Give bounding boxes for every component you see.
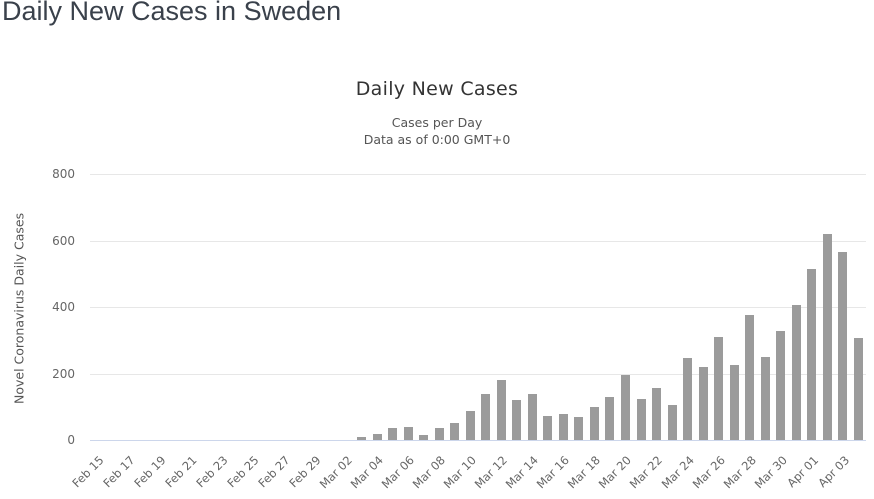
x-tick-label: Mar 12	[472, 453, 511, 492]
bar-mar-29[interactable]	[760, 356, 770, 440]
x-tick-label: Mar 06	[378, 453, 418, 492]
bar-mar-16[interactable]	[558, 413, 568, 440]
y-tick-label: 400	[52, 300, 75, 314]
bar-mar-14[interactable]	[527, 393, 537, 440]
x-tick-label: Mar 16	[534, 453, 573, 492]
x-tick-label: Mar 20	[596, 453, 635, 492]
bar-apr-01[interactable]	[807, 269, 817, 440]
bar-mar-12[interactable]	[496, 379, 506, 440]
bar-mar-15[interactable]	[543, 415, 553, 440]
x-tick-label: Mar 24	[658, 453, 697, 492]
bar-mar-11[interactable]	[481, 393, 491, 440]
bar-mar-28[interactable]	[745, 314, 755, 440]
gridline	[90, 240, 866, 242]
x-axis-line	[90, 440, 866, 441]
x-tick-label: Feb 23	[193, 453, 231, 491]
x-tick-label: Apr 03	[814, 453, 852, 490]
bar-mar-26[interactable]	[714, 336, 724, 440]
chart-subtitle-cases-per-day: Cases per Day	[391, 115, 483, 130]
x-tick-label: Mar 04	[347, 453, 387, 492]
daily-new-cases-chart: Daily New Cases Cases per Day Data as of…	[0, 60, 874, 499]
chart-title: Daily New Cases	[355, 78, 519, 100]
x-tick-label: Mar 22	[627, 453, 666, 492]
y-tick-label: 600	[52, 233, 75, 248]
x-tick-label: Mar 10	[441, 453, 480, 492]
x-tick-label: Mar 08	[409, 453, 449, 492]
x-tick-label: Feb 25	[224, 453, 262, 491]
bar-mar-23[interactable]	[667, 404, 677, 440]
bar-mar-20[interactable]	[620, 375, 630, 440]
bar-mar-19[interactable]	[605, 397, 615, 440]
x-tick-label: Feb 29	[286, 453, 324, 491]
x-tick-label: Apr 01	[783, 453, 821, 490]
bar-mar-27[interactable]	[729, 365, 739, 440]
bar-apr-03[interactable]	[838, 252, 848, 440]
x-tick-label: Feb 17	[100, 453, 138, 491]
x-tick-label: Mar 18	[565, 453, 604, 492]
gridline	[90, 174, 866, 175]
x-tick-label: Mar 26	[689, 453, 728, 492]
bar-mar-09[interactable]	[450, 422, 460, 440]
plot-area	[90, 174, 866, 441]
bar-mar-10[interactable]	[465, 410, 475, 440]
bar-mar-21[interactable]	[636, 399, 646, 440]
x-tick-label: Mar 14	[503, 453, 542, 492]
bar-mar-25[interactable]	[698, 366, 708, 440]
bar-mar-31[interactable]	[791, 304, 801, 440]
x-tick-label: Feb 15	[69, 453, 107, 491]
x-tick-label: Mar 02	[316, 453, 356, 492]
bar-mar-30[interactable]	[776, 331, 786, 440]
bar-mar-06[interactable]	[403, 427, 413, 440]
bar-mar-17[interactable]	[574, 417, 584, 440]
bar-mar-13[interactable]	[512, 399, 522, 440]
x-tick-label: Feb 27	[255, 453, 293, 491]
bar-mar-24[interactable]	[683, 357, 692, 440]
page-title: Daily New Cases in Sweden	[2, 0, 342, 26]
y-tick-label: 200	[52, 366, 75, 381]
bar-mar-05[interactable]	[388, 428, 398, 440]
bar-mar-08[interactable]	[434, 428, 444, 440]
gridline	[90, 307, 866, 308]
bar-mar-18[interactable]	[589, 406, 599, 440]
bar-apr-04[interactable]	[853, 338, 863, 440]
x-tick-label: Mar 28	[720, 453, 759, 492]
bar-mar-22[interactable]	[652, 387, 661, 440]
bar-apr-02[interactable]	[822, 233, 832, 440]
bar-mar-07[interactable]	[419, 434, 429, 440]
x-tick-label: Feb 19	[131, 453, 169, 491]
y-tick-label: 0	[67, 433, 75, 447]
y-tick-label: 800	[52, 167, 75, 181]
gridline	[90, 373, 866, 375]
chart-subtitle-data-as-of: Data as of 0:00 GMT+0	[363, 132, 511, 147]
bar-mar-03[interactable]	[357, 436, 367, 440]
x-tick-label: Mar 30	[751, 453, 790, 492]
bar-mar-04[interactable]	[372, 434, 382, 440]
x-tick-label: Feb 21	[162, 453, 200, 491]
